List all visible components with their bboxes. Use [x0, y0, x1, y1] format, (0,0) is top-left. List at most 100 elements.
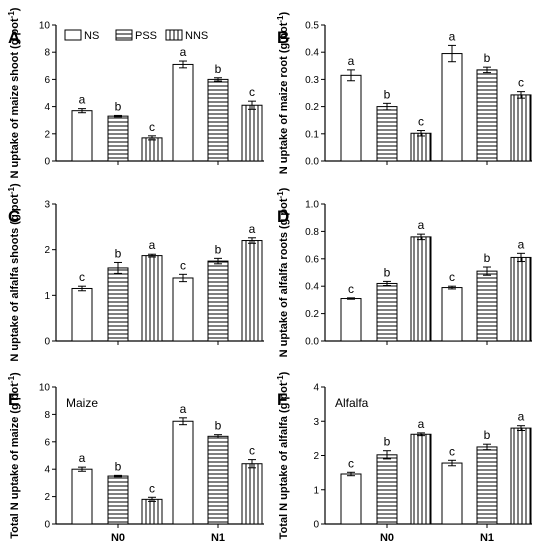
bar-pss-n1	[207, 260, 229, 342]
significance-letter: b	[484, 51, 491, 65]
significance-letter: c	[249, 444, 255, 458]
bar-pss-n1	[207, 78, 229, 162]
panel-letter: C	[8, 207, 20, 226]
bar-ns-n0	[340, 74, 362, 162]
bar-ns-n1	[172, 277, 194, 342]
y-tick-label: 2	[44, 245, 50, 256]
bar-pss-n0	[376, 454, 398, 525]
significance-letter: c	[79, 270, 85, 284]
bar-pss-n1	[476, 270, 498, 342]
significance-letter: b	[215, 62, 222, 76]
y-tick-label: 1.0	[305, 200, 319, 211]
y-tick-label: 0.3	[305, 75, 319, 86]
bar-nns-n1	[510, 427, 532, 525]
y-axis-label: N uptake of alfalfa shoots (g pot-1)	[7, 183, 22, 362]
bar-nns-n0	[141, 255, 163, 342]
bar-ns-n1	[441, 462, 463, 525]
y-tick-label: 2	[44, 129, 50, 140]
bar-pss-n0	[107, 115, 129, 162]
y-tick-label: 0.0	[305, 157, 319, 168]
bar-ns-n1	[441, 53, 463, 162]
significance-letter: c	[418, 115, 424, 129]
y-axis-label: N uptake of alfalfa roots (g pot-1)	[276, 187, 291, 357]
bar-ns-n0	[340, 473, 362, 525]
significance-letter: c	[149, 481, 155, 495]
y-tick-label: 4	[44, 465, 50, 476]
significance-letter: c	[449, 270, 455, 284]
y-tick-label: 0.2	[305, 102, 319, 113]
significance-letter: c	[180, 258, 186, 272]
significance-letter: c	[348, 282, 354, 296]
bar-ns-n0	[71, 468, 93, 525]
y-axis-label: Total N uptake of alfalfa (g pot-1)	[276, 371, 291, 539]
legend-label-nns: NNS	[185, 30, 208, 42]
legend-swatch-nns	[165, 29, 183, 41]
y-tick-label: 4	[313, 383, 319, 394]
y-axis-label: N uptake of maize shoot (g pot-1)	[7, 7, 22, 178]
y-tick-label: 2	[44, 492, 50, 503]
panel-f: F 0 1 2 3 4 Total N uptake of alfalfa (g pot-1…	[276, 371, 532, 544]
significance-letter: b	[384, 435, 391, 449]
panel-letter: A	[8, 28, 20, 47]
significance-letter: a	[79, 451, 86, 465]
bar-nns-n0	[141, 498, 163, 525]
bar-nns-n0	[141, 137, 163, 162]
significance-letter: a	[249, 222, 256, 236]
significance-letter: b	[215, 419, 222, 433]
y-tick-label: 0.4	[305, 48, 319, 59]
y-tick-label: 0.5	[305, 21, 319, 32]
bar-nns-n1	[241, 240, 263, 342]
bar-nns-n1	[241, 104, 263, 162]
significance-letter: b	[384, 265, 391, 279]
x-tick-label-n1: N1	[480, 532, 494, 544]
significance-letter: a	[418, 417, 425, 431]
significance-letter: b	[115, 459, 122, 473]
y-tick-label: 3	[44, 200, 50, 211]
legend-label-pss: PSS	[135, 30, 157, 42]
panel-title: Alfalfa	[335, 396, 369, 410]
bar-nns-n1	[510, 256, 532, 342]
bar-pss-n1	[476, 446, 498, 525]
bar-pss-n1	[207, 435, 229, 525]
y-tick-label: 1	[313, 485, 319, 496]
y-axis-label: N uptake of maize root (g pot-1)	[276, 11, 291, 174]
significance-letter: c	[149, 120, 155, 134]
significance-letter: c	[249, 85, 255, 99]
significance-letter: c	[449, 444, 455, 458]
bar-pss-n0	[376, 282, 398, 342]
y-tick-label: 8	[44, 410, 50, 421]
y-tick-label: 0.1	[305, 129, 319, 140]
panel-letter: D	[277, 207, 289, 226]
y-tick-label: 0	[44, 520, 50, 531]
y-tick-label: 0.2	[305, 309, 319, 320]
y-tick-label: 0	[313, 520, 319, 531]
significance-letter: b	[115, 246, 122, 260]
y-tick-label: 0	[44, 337, 50, 348]
panel-letter: B	[277, 28, 289, 47]
bar-ns-n1	[441, 287, 463, 342]
significance-letter: a	[418, 218, 425, 232]
y-tick-label: 10	[39, 21, 51, 32]
y-tick-label: 6	[44, 437, 50, 448]
x-tick-label-n1: N1	[211, 532, 225, 544]
significance-letter: a	[180, 402, 187, 416]
significance-letter: c	[348, 456, 354, 470]
bar-pss-n0	[107, 267, 129, 342]
significance-letter: a	[518, 237, 525, 251]
legend-swatch-pss	[115, 29, 133, 41]
legend-label-ns: NS	[84, 30, 99, 42]
y-axis-label: Total N uptake of maize (g pot-1)	[7, 372, 22, 539]
y-tick-label: 10	[39, 383, 51, 394]
bar-nns-n0	[410, 433, 432, 525]
y-tick-label: 6	[44, 75, 50, 86]
bar-nns-n1	[241, 463, 263, 525]
x-tick-label-n0: N0	[380, 532, 394, 544]
panel-letter: E	[8, 390, 19, 409]
y-tick-label: 4	[44, 102, 50, 113]
significance-letter: b	[215, 242, 222, 256]
significance-letter: c	[518, 76, 524, 90]
significance-letter: b	[484, 428, 491, 442]
legend: NS PSS NNS	[64, 29, 208, 42]
